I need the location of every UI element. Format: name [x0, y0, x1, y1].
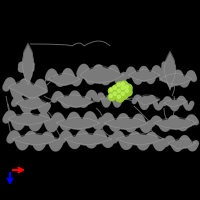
Polygon shape [154, 118, 196, 130]
Polygon shape [100, 96, 116, 100]
Circle shape [120, 81, 128, 89]
Polygon shape [16, 98, 48, 110]
Circle shape [116, 94, 124, 102]
Circle shape [117, 89, 120, 92]
Circle shape [121, 82, 128, 89]
Polygon shape [8, 114, 52, 126]
Circle shape [113, 92, 116, 95]
Polygon shape [12, 134, 60, 146]
Circle shape [124, 84, 132, 92]
Circle shape [113, 86, 116, 89]
Circle shape [124, 84, 132, 92]
Circle shape [117, 83, 120, 86]
Polygon shape [164, 52, 176, 90]
Polygon shape [164, 100, 188, 108]
Polygon shape [160, 74, 192, 86]
Polygon shape [8, 80, 48, 100]
Circle shape [120, 85, 128, 93]
Circle shape [108, 93, 116, 101]
Circle shape [112, 91, 120, 99]
Circle shape [116, 88, 124, 96]
Polygon shape [136, 96, 160, 106]
Circle shape [109, 94, 116, 101]
Circle shape [121, 82, 124, 85]
Circle shape [116, 94, 124, 102]
Polygon shape [56, 118, 100, 130]
Polygon shape [22, 44, 34, 86]
Circle shape [120, 91, 128, 99]
Circle shape [120, 91, 128, 99]
Circle shape [121, 86, 124, 89]
Polygon shape [80, 66, 124, 84]
Polygon shape [48, 74, 80, 86]
Circle shape [109, 88, 112, 91]
Circle shape [120, 85, 128, 93]
Circle shape [112, 91, 120, 99]
Polygon shape [168, 140, 196, 150]
Polygon shape [64, 134, 112, 146]
Polygon shape [116, 134, 164, 146]
Polygon shape [128, 70, 160, 82]
Circle shape [109, 94, 112, 97]
Circle shape [109, 88, 116, 95]
Circle shape [124, 88, 132, 96]
Circle shape [108, 87, 116, 95]
Polygon shape [104, 118, 148, 130]
Circle shape [125, 89, 128, 92]
Circle shape [124, 88, 132, 96]
Circle shape [116, 88, 124, 96]
Circle shape [112, 85, 120, 93]
Circle shape [116, 82, 124, 90]
Circle shape [121, 92, 124, 95]
Circle shape [117, 95, 120, 98]
Polygon shape [56, 96, 94, 108]
Circle shape [112, 85, 120, 93]
Circle shape [125, 85, 128, 88]
Circle shape [116, 82, 124, 90]
